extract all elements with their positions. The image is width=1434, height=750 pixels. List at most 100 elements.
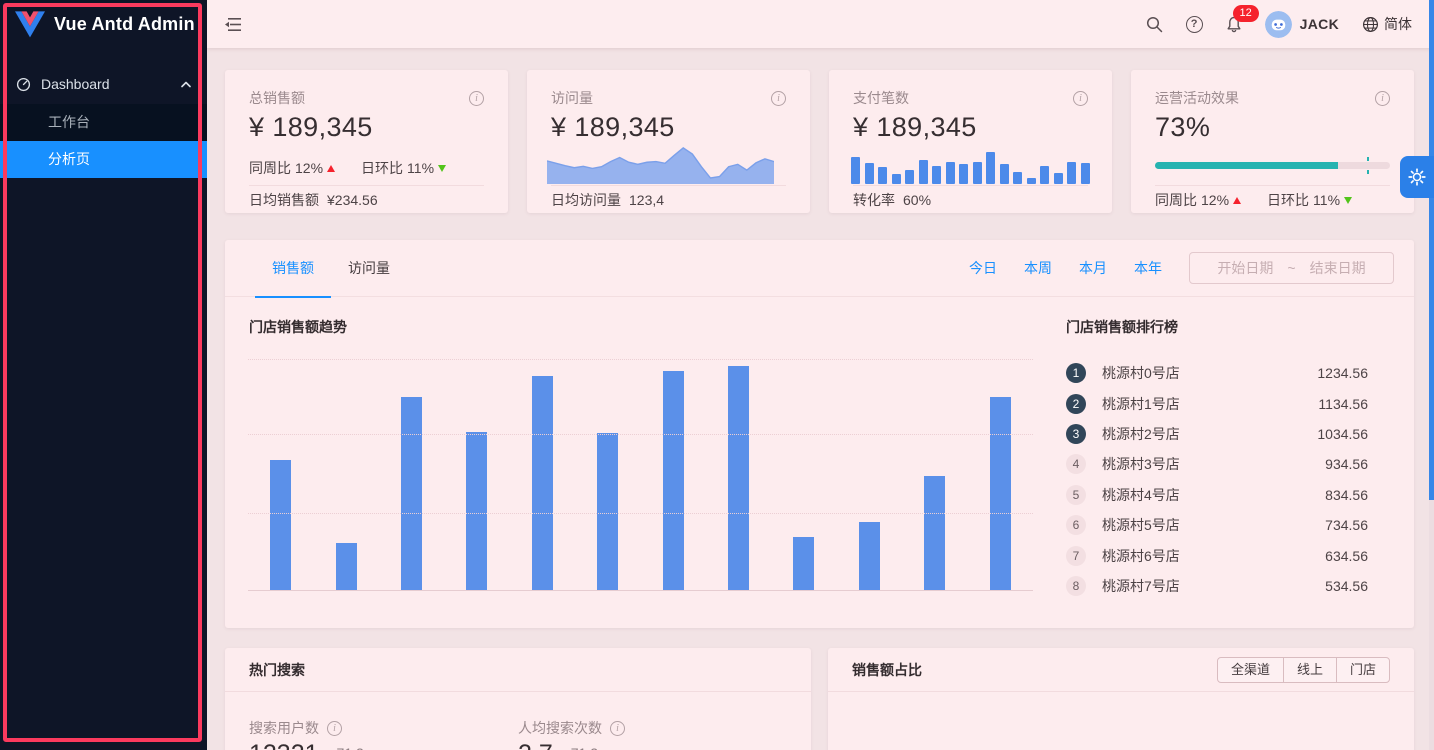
mini-bar xyxy=(891,174,901,184)
logo[interactable]: Vue Antd Admin xyxy=(0,0,207,48)
sales-tabbar: 销售额 访问量 今日 本周 本月 本年 开始日期 ~ 结束日期 xyxy=(225,240,1414,298)
payments-mini-bar-chart xyxy=(851,146,1090,184)
info-icon[interactable] xyxy=(469,90,484,106)
activity-progress-fill xyxy=(1155,162,1339,169)
tab-visits[interactable]: 访问量 xyxy=(348,259,390,276)
store-name: 桃源村7号店 xyxy=(1102,577,1180,594)
rank-badge: 1 xyxy=(1066,363,1086,384)
segment-stores[interactable]: 门店 xyxy=(1335,656,1390,683)
range-separator: ~ xyxy=(1287,260,1296,276)
bar xyxy=(793,537,815,590)
ranking-title: 门店销售额排行榜 xyxy=(1066,319,1178,335)
search-icon[interactable] xyxy=(1146,16,1163,33)
channel-segmented-control: 全渠道 线上 门店 xyxy=(1216,656,1390,683)
info-icon[interactable] xyxy=(610,720,625,736)
footer-value: ¥234.56 xyxy=(327,192,378,208)
store-name: 桃源村6号店 xyxy=(1102,547,1180,564)
bar-chart-title: 门店销售额趋势 xyxy=(249,319,347,335)
globe-icon xyxy=(1362,16,1379,32)
mini-bar xyxy=(878,167,888,184)
divider xyxy=(249,185,484,186)
grid-line xyxy=(248,434,1033,435)
search-per-user-stat: 人均搜索次数 2.7 71.2 xyxy=(518,718,787,750)
mini-bar xyxy=(932,166,942,184)
avatar xyxy=(1264,10,1292,38)
rank-badge: 2 xyxy=(1066,393,1086,414)
trend-row: 同周比 12% 日环比 11% xyxy=(249,158,447,178)
bottom-cards-row: 热门搜索 搜索用户数 12321 71.2 人均搜索次数 2.7 xyxy=(225,648,1414,750)
tab-sales[interactable]: 销售额 xyxy=(255,240,331,298)
page-scrollbar xyxy=(1429,0,1434,750)
mini-bar xyxy=(1026,178,1036,184)
filter-week[interactable]: 本周 xyxy=(1024,260,1052,276)
bar xyxy=(270,460,292,590)
card-value: ¥ 189,345 xyxy=(853,112,977,142)
segment-online[interactable]: 线上 xyxy=(1282,656,1337,683)
settings-button[interactable] xyxy=(1400,156,1434,198)
ranking-row: 2 桃源村1号店 1134.56 xyxy=(1066,388,1368,418)
card-title: 总销售额 xyxy=(249,90,305,106)
divider xyxy=(1155,185,1390,186)
scrollbar-thumb[interactable] xyxy=(1429,0,1434,500)
stat-card-payments: 支付笔数 ¥ 189,345 转化率 60% xyxy=(829,70,1112,213)
rank-badge: 5 xyxy=(1066,484,1086,505)
stat-number: 12321 xyxy=(249,740,319,750)
mini-bar xyxy=(986,152,996,184)
info-icon[interactable] xyxy=(1073,90,1088,106)
search-users-stat: 搜索用户数 12321 71.2 xyxy=(249,718,518,750)
mini-bar xyxy=(1013,172,1023,184)
notifications-bell[interactable]: 12 xyxy=(1226,4,1259,33)
hot-search-stats: 搜索用户数 12321 71.2 人均搜索次数 2.7 71.2 xyxy=(225,692,811,750)
footer-value: 123,4 xyxy=(629,192,665,208)
vue-logo-icon xyxy=(15,10,45,37)
bar xyxy=(597,433,619,590)
info-icon[interactable] xyxy=(327,720,342,736)
card-title: 访问量 xyxy=(551,90,593,106)
user-menu[interactable]: JACK xyxy=(1264,10,1339,38)
help-icon[interactable] xyxy=(1185,15,1203,33)
store-value: 634.56 xyxy=(1325,547,1368,564)
rank-badge: 7 xyxy=(1066,545,1086,566)
sales-ratio-title: 销售额占比 xyxy=(852,661,922,678)
trend-value: 71.2 xyxy=(337,745,364,750)
info-icon[interactable] xyxy=(771,90,786,106)
language-switcher[interactable]: 简体 xyxy=(1362,14,1412,34)
user-name: JACK xyxy=(1299,16,1339,32)
rank-badge: 8 xyxy=(1066,575,1086,596)
sales-ratio-pie-area: 事例五: 9% xyxy=(828,692,1414,750)
gear-icon xyxy=(1408,168,1426,186)
card-title: 支付笔数 xyxy=(853,90,909,106)
caret-down-icon xyxy=(438,164,447,172)
hot-search-title: 热门搜索 xyxy=(249,661,305,678)
bar xyxy=(335,543,357,590)
sidebar-item-analysis[interactable]: 分析页 xyxy=(0,141,207,178)
sidebar-item-workbench[interactable]: 工作台 xyxy=(48,114,90,130)
trend-value: 12% xyxy=(295,160,324,176)
menu-fold-icon[interactable] xyxy=(225,17,242,32)
store-value: 934.56 xyxy=(1325,456,1368,473)
bar xyxy=(728,366,750,590)
store-name: 桃源村0号店 xyxy=(1102,365,1180,382)
segment-all-channels[interactable]: 全渠道 xyxy=(1216,656,1284,683)
filter-year[interactable]: 本年 xyxy=(1134,260,1162,276)
filter-today[interactable]: 今日 xyxy=(969,260,997,276)
rank-badge: 4 xyxy=(1066,454,1086,475)
card-value: 73% xyxy=(1155,112,1211,142)
info-icon[interactable] xyxy=(1375,90,1390,106)
trend-label: 同周比 xyxy=(1155,192,1197,208)
date-range-picker[interactable]: 开始日期 ~ 结束日期 xyxy=(1189,252,1394,284)
mini-bar xyxy=(1067,162,1077,184)
header-actions: 12 JACK 简体 xyxy=(1146,4,1412,38)
store-value: 534.56 xyxy=(1325,577,1368,594)
filter-month[interactable]: 本月 xyxy=(1079,260,1107,276)
mini-bar xyxy=(1080,163,1090,184)
end-date-placeholder: 结束日期 xyxy=(1309,260,1366,276)
card-title: 运营活动效果 xyxy=(1155,90,1239,106)
sidebar-item-dashboard[interactable]: Dashboard xyxy=(0,64,207,104)
mini-bar xyxy=(918,160,928,184)
